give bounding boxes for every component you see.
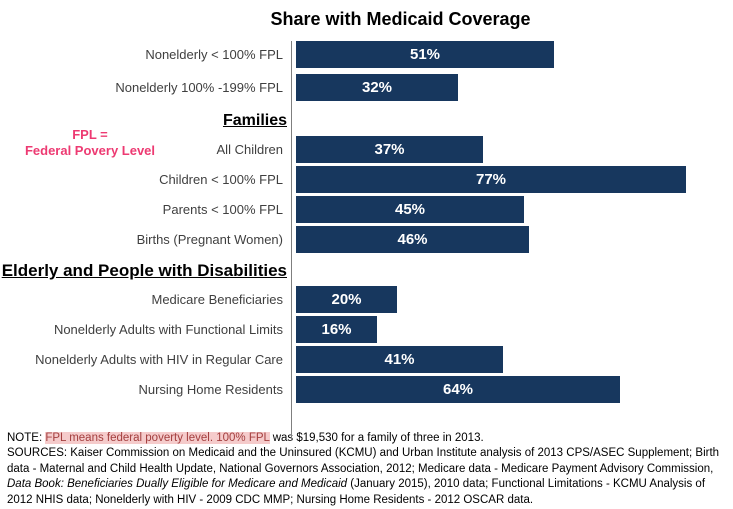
bar-value-label: 51% [409, 46, 441, 63]
chart-rows: Nonelderly < 100% FPL 51% Nonelderly 100% … [0, 41, 733, 403]
note-line: NOTE: FPL means federal poverty level. 1… [7, 431, 725, 446]
category-label: Nursing Home Residents [138, 382, 283, 397]
bar-value-label: 45% [394, 201, 426, 218]
bar: 64% [296, 376, 620, 403]
bar: 41% [296, 346, 503, 373]
category-label: Nonelderly < 100% FPL [145, 47, 283, 62]
bar: 20% [296, 286, 397, 313]
bar: 51% [296, 41, 554, 68]
section-header-row: Families [0, 107, 287, 134]
bar: 45% [296, 196, 524, 223]
bar-row: Nursing Home Residents 64% [0, 376, 733, 403]
bar: 16% [296, 316, 377, 343]
category-label: Parents < 100% FPL [162, 202, 283, 217]
sources-part2: (January 2015), 2010 data; Functional Li… [7, 478, 706, 506]
bar-row: Nonelderly Adults with Functional Limits… [0, 316, 733, 343]
chart-group-2: Elderly and People with Disabilities Medi… [0, 256, 733, 403]
bar-row: Nonelderly < 100% FPL 51% [0, 41, 733, 68]
bar: 37% [296, 136, 483, 163]
bar: 77% [296, 166, 686, 193]
category-label: Nonelderly Adults with Functional Limits [53, 322, 283, 337]
note-prefix: NOTE: [7, 432, 46, 444]
fpl-annotation-line2: Federal Povery Level [24, 143, 156, 158]
bar-value-label: 77% [475, 171, 507, 188]
bar-value-label: 20% [331, 291, 362, 308]
category-label: Nonelderly 100% -199% FPL [115, 80, 283, 95]
category-label: Children < 100% FPL [159, 172, 283, 187]
bar-value-label: 64% [442, 381, 474, 398]
bar-row: Children < 100% FPL 77% [0, 166, 733, 193]
bar-chart: FPL = Federal Povery Level Nonelderly < … [0, 41, 733, 441]
bar: 46% [296, 226, 529, 253]
footnotes: NOTE: FPL means federal poverty level. 1… [0, 431, 733, 508]
bar-row: Nonelderly Adults with HIV in Regular Ca… [0, 346, 733, 373]
section-header-label: Families [222, 112, 287, 129]
chart-group-0: Nonelderly < 100% FPL 51% Nonelderly 100% … [0, 41, 733, 101]
bar-row: Medicare Beneficiaries 20% [0, 286, 733, 313]
category-label: All Children [216, 142, 283, 157]
bar-row: All Children 37% [0, 136, 733, 163]
fpl-annotation: FPL = Federal Povery Level [4, 127, 176, 159]
bar-value-label: 46% [397, 231, 428, 248]
y-axis-line [291, 41, 292, 441]
chart-group-1: Families All Children 37% Children < 100% F… [0, 107, 733, 253]
bar-row: Nonelderly 100% -199% FPL 32% [0, 74, 733, 101]
bar-row: Births (Pregnant Women) 46% [0, 226, 733, 253]
bar-value-label: 37% [374, 141, 405, 158]
section-header-label: Elderly and People with Disabilities [1, 261, 287, 280]
category-label: Medicare Beneficiaries [151, 292, 283, 307]
bar-row: Parents < 100% FPL 45% [0, 196, 733, 223]
sources-italic-title: Data Book: Beneficiaries Dually Eligible… [7, 478, 348, 491]
sources-part1: SOURCES: Kaiser Commission on Medicaid a… [7, 447, 720, 475]
bar-value-label: 32% [361, 79, 393, 96]
note-suffix: was $19,530 for a family of three in 201… [269, 432, 484, 444]
bar-value-label: 41% [384, 351, 415, 368]
bar: 32% [296, 74, 458, 101]
bar-value-label: 16% [321, 321, 352, 338]
fpl-annotation-line1: FPL = [72, 127, 108, 142]
category-label: Births (Pregnant Women) [136, 232, 283, 247]
chart-title: Share with Medicaid Coverage [270, 9, 531, 29]
category-label: Nonelderly Adults with HIV in Regular Ca… [35, 352, 283, 367]
section-header-row: Elderly and People with Disabilities [0, 256, 287, 284]
sources-line: SOURCES: Kaiser Commission on Medicaid a… [7, 446, 725, 508]
note-highlight: FPL means federal poverty level. 100% FP… [45, 432, 270, 444]
